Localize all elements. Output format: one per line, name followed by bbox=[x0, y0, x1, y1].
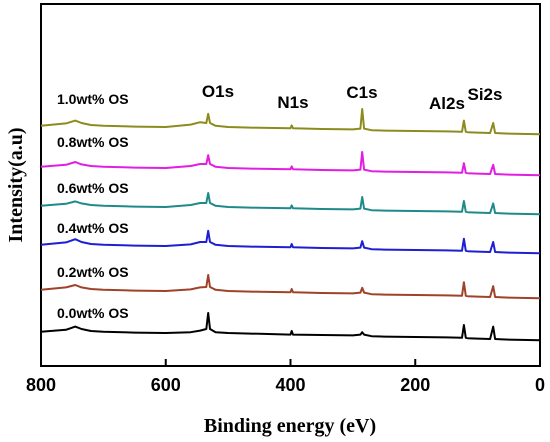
series-label: 0.4wt% OS bbox=[57, 220, 129, 236]
x-tick-label: 600 bbox=[151, 375, 181, 395]
series-line bbox=[40, 192, 541, 216]
series-label: 0.6wt% OS bbox=[57, 180, 129, 196]
peak-label: N1s bbox=[277, 93, 308, 112]
x-tick-label: 400 bbox=[275, 375, 305, 395]
x-axis-ticks: 800 600 400 200 0 bbox=[26, 359, 545, 395]
peak-label: Si2s bbox=[468, 85, 503, 104]
x-tick-label: 800 bbox=[26, 375, 56, 395]
series-lines bbox=[40, 108, 541, 342]
series-label: 0.8wt% OS bbox=[57, 134, 129, 150]
series-line bbox=[40, 312, 541, 342]
series-label: 0.2wt% OS bbox=[57, 264, 129, 280]
series-label: 1.0wt% OS bbox=[57, 91, 129, 107]
peak-label: Al2s bbox=[429, 94, 465, 113]
series-label: 0.0wt% OS bbox=[57, 305, 129, 321]
series-labels: 0.0wt% OS 0.2wt% OS 0.4wt% OS 0.6wt% OS 0.8w… bbox=[57, 91, 129, 321]
series-line bbox=[40, 274, 541, 300]
x-tick-label: 200 bbox=[400, 375, 430, 395]
series-line bbox=[40, 229, 541, 255]
peak-labels: O1s N1s C1s Al2s Si2s bbox=[202, 82, 503, 113]
series-line bbox=[40, 108, 541, 136]
x-axis-title: Binding energy (eV) bbox=[204, 415, 376, 437]
peak-label: C1s bbox=[346, 83, 377, 102]
x-tick-label: 0 bbox=[535, 375, 545, 395]
y-axis-title: Intensity(a.u) bbox=[5, 127, 27, 242]
series-line bbox=[40, 151, 541, 177]
peak-label: O1s bbox=[202, 82, 234, 101]
